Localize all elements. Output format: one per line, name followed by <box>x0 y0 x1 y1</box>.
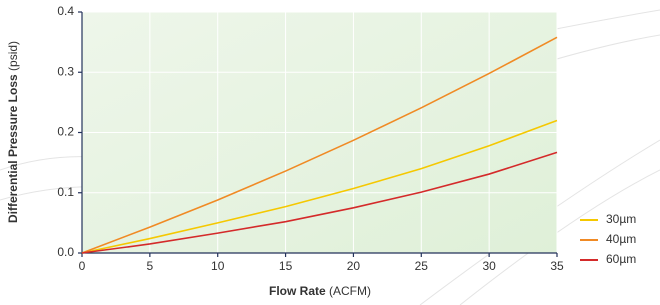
x-tick-label: 25 <box>415 259 429 273</box>
y-label: Differential Pressure Loss <box>6 74 20 223</box>
y-tick-label: 0.0 <box>57 245 74 259</box>
legend-label: 30µm <box>606 212 636 226</box>
x-tick-label: 15 <box>279 259 293 273</box>
x-tick-label: 35 <box>550 259 564 273</box>
x-tick-label: 30 <box>482 259 496 273</box>
chart: Flow Rate (ACFM) Differential Pressure L… <box>0 0 660 305</box>
x-tick-label: 5 <box>147 259 154 273</box>
x-tick-label: 0 <box>79 259 86 273</box>
x-unit: (ACFM) <box>329 284 371 298</box>
y-unit: (psid) <box>6 41 20 71</box>
x-tick-label: 10 <box>211 259 225 273</box>
legend-label: 60µm <box>606 252 636 266</box>
y-tick-label: 0.1 <box>57 185 74 199</box>
y-axis-title: Differential Pressure Loss (psid) <box>6 41 20 223</box>
y-tick-label: 0.4 <box>57 4 74 18</box>
legend-label: 40µm <box>606 232 636 246</box>
y-tick-label: 0.3 <box>57 64 74 78</box>
x-tick-label: 20 <box>347 259 361 273</box>
x-axis-title: Flow Rate (ACFM) <box>269 284 371 298</box>
y-tick-label: 0.2 <box>57 125 74 139</box>
x-label: Flow Rate <box>269 284 326 298</box>
